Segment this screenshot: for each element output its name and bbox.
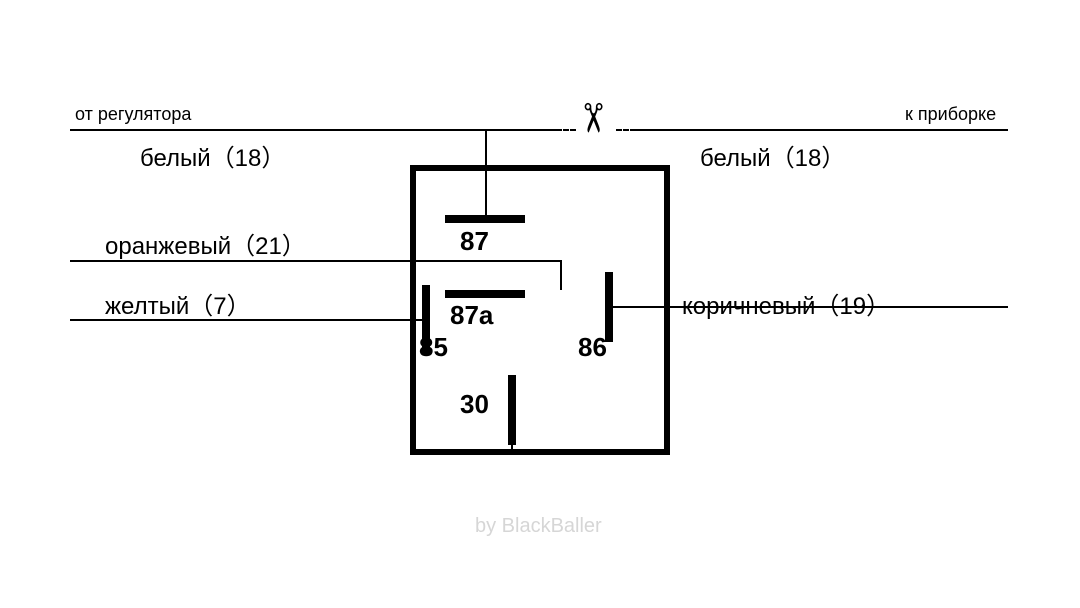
scissors-icon: ✂ <box>572 101 612 135</box>
route-87a-v <box>560 260 562 290</box>
stub-87 <box>485 171 487 215</box>
label-orange: оранжевый（21） <box>105 226 306 261</box>
route-87a-h <box>416 260 562 262</box>
stub-30 <box>511 445 513 449</box>
watermark: by BlackBaller <box>475 515 602 538</box>
wire-top-right <box>636 129 1008 131</box>
pin-87a-label: 87a <box>450 300 493 331</box>
pin-30-label: 30 <box>460 389 489 420</box>
label-white-left: белый（18） <box>140 138 285 173</box>
relay-box <box>410 165 670 455</box>
pin-87-bar <box>445 215 525 223</box>
label-yellow: желтый（7） <box>105 286 251 321</box>
pin-87a-bar <box>445 290 525 298</box>
label-white-right: белый（18） <box>700 138 845 173</box>
label-brown: коричневый（19） <box>682 286 890 321</box>
stub-86 <box>613 306 664 308</box>
label-to-dash: к приборке <box>905 104 996 125</box>
pin-87-label: 87 <box>460 226 489 257</box>
pin-86-label: 86 <box>578 332 607 363</box>
wire-drop-to-87 <box>485 130 487 166</box>
wire-cut-dash-right <box>616 129 636 131</box>
stub-85 <box>416 319 422 321</box>
diagram-stage: ✂ 87 87a 85 86 30 от регулятора к прибор… <box>0 0 1080 608</box>
pin-30-bar <box>508 375 516 445</box>
label-from-regulator: от регулятора <box>75 104 191 125</box>
wire-top-left <box>70 129 556 131</box>
pin-85-label: 85 <box>419 332 448 363</box>
